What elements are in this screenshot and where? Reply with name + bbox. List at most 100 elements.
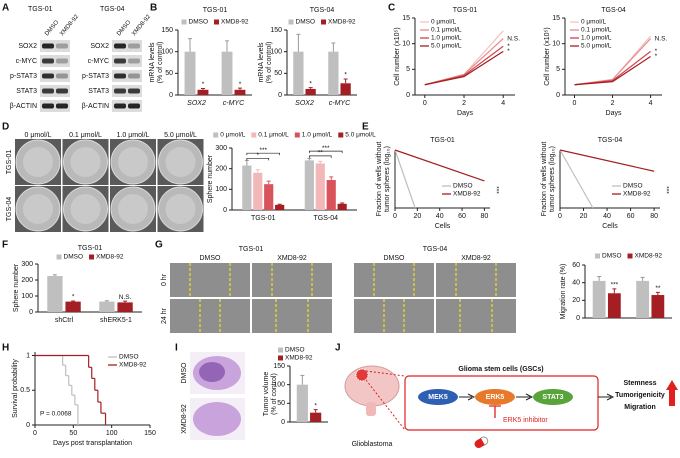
protein-label: c-MYC (88, 58, 109, 65)
legend-item: 0 μmol/L (213, 132, 246, 139)
legend-item: DMSO (278, 347, 305, 354)
y-axis-label: Survival probability (12, 359, 19, 418)
x-axis-label: Days post transplantation (53, 440, 132, 447)
annotation: P = 0.0068 (40, 411, 72, 418)
y-axis-label: Tumor volume (263, 372, 270, 417)
dose-label: 5.0 μmol/L (164, 132, 197, 139)
y-axis-label: mRNA levels (258, 42, 265, 83)
blot-title: TGS-04 (100, 6, 125, 13)
dose-label: 0.1 μmol/L (69, 132, 102, 139)
blot-strip (112, 55, 142, 67)
bar (234, 89, 246, 95)
y-axis-label: tumor spheres (log₁₀) (549, 146, 556, 212)
pill (474, 436, 489, 448)
y-tick-label: 60 (572, 262, 580, 269)
chart-title: TGS-01 (203, 7, 228, 14)
up-arrow (666, 380, 678, 406)
legend-label: 0 μmol/L (220, 132, 245, 139)
legend-item: XMD8-92 (89, 254, 124, 261)
bar (197, 89, 209, 95)
legend-swatch (278, 347, 283, 353)
bar (305, 88, 316, 95)
legend-label: 0.1 μmol/L (258, 132, 289, 139)
outcome: Migration (624, 404, 656, 411)
x-tick-label: c-MYC (329, 100, 351, 107)
lane-label: DMSO (116, 19, 132, 37)
blot-strip (40, 55, 70, 67)
y-tick-label: 0 (556, 92, 560, 99)
x-tick-label: 80 (650, 213, 658, 220)
scratch-image (170, 263, 250, 297)
annotation: N.S. (119, 294, 132, 301)
legend-label: 1.0 μmol/L (302, 132, 333, 139)
error-bar (255, 169, 260, 173)
node (418, 389, 458, 405)
y-axis-label: Fraction of wells without (376, 142, 383, 217)
series-line (424, 45, 504, 86)
x-tick-label: 150 (144, 430, 156, 437)
bracket (246, 157, 270, 161)
protein-label: STAT3 (88, 88, 109, 95)
blot-strip (112, 100, 142, 112)
x-axis-label: Cells (435, 223, 451, 230)
blot-band (114, 73, 126, 79)
brain (344, 365, 400, 407)
x-axis-label: Days (457, 110, 473, 117)
error-bar (104, 300, 109, 302)
y-tick-label: 0 (169, 92, 173, 99)
series-line (394, 149, 416, 209)
treatment-label: XMD8-92 (461, 255, 491, 262)
legend-item: XMD8-92 (321, 19, 356, 26)
treatment-label: DMSO (200, 255, 222, 262)
error-bar (237, 87, 242, 90)
y-axis-label: Fraction of wells without (541, 142, 548, 217)
row-label: XMD8-92 (181, 404, 188, 434)
x-tick-label: SOX2 (187, 100, 206, 107)
legend-item: DMSO (108, 354, 139, 361)
y-axis-label: (% of control) (157, 42, 164, 84)
x-axis-label: Cells (602, 223, 618, 230)
legend-label: XMD8-92 (119, 362, 147, 369)
blot-band (56, 73, 68, 79)
legend-label: 1.0 μmol/L (581, 35, 612, 42)
protein-label: c-MYC (16, 58, 37, 65)
blot-band (128, 43, 140, 49)
x-tick-label: 0 (33, 430, 37, 437)
bar (304, 160, 314, 210)
legend-item: XMD8-92 (214, 19, 249, 26)
y-axis-label: Migration rate (%) (560, 264, 567, 320)
bar (184, 51, 196, 95)
scratch-image (252, 299, 332, 333)
time-label: 24 hr (161, 307, 168, 324)
box-title: Glioma stem cells (GSCs) (458, 366, 543, 373)
protein-label: p-STAT3 (82, 73, 109, 80)
x-tick-label: TGS-01 (251, 215, 276, 222)
bracket (308, 155, 332, 158)
y-tick-label: 0 (29, 309, 33, 316)
tumor-region (199, 362, 225, 382)
x-tick-label: 40 (436, 213, 444, 220)
y-axis-label: (% of control) (266, 42, 273, 84)
legend-item: 0 μmol/L (420, 19, 456, 26)
error-bar (329, 176, 334, 181)
x-tick-label: 2 (611, 100, 615, 107)
blot-band (114, 88, 126, 94)
error-bar (612, 288, 617, 294)
brain-section (193, 402, 241, 436)
node-label: MEK5 (428, 394, 448, 401)
error-bar (313, 409, 318, 413)
x-tick-label: TGS-04 (313, 215, 338, 222)
y-axis-label: Cell number (x10⁵) (394, 27, 401, 86)
series-line (559, 149, 594, 209)
annotation: * (202, 81, 205, 88)
chart: TGS-01 Fraction of wells without tumor sph… (376, 137, 499, 230)
y-tick-label: 10 (552, 41, 560, 48)
treatment-label: XMD8-92 (277, 255, 307, 262)
